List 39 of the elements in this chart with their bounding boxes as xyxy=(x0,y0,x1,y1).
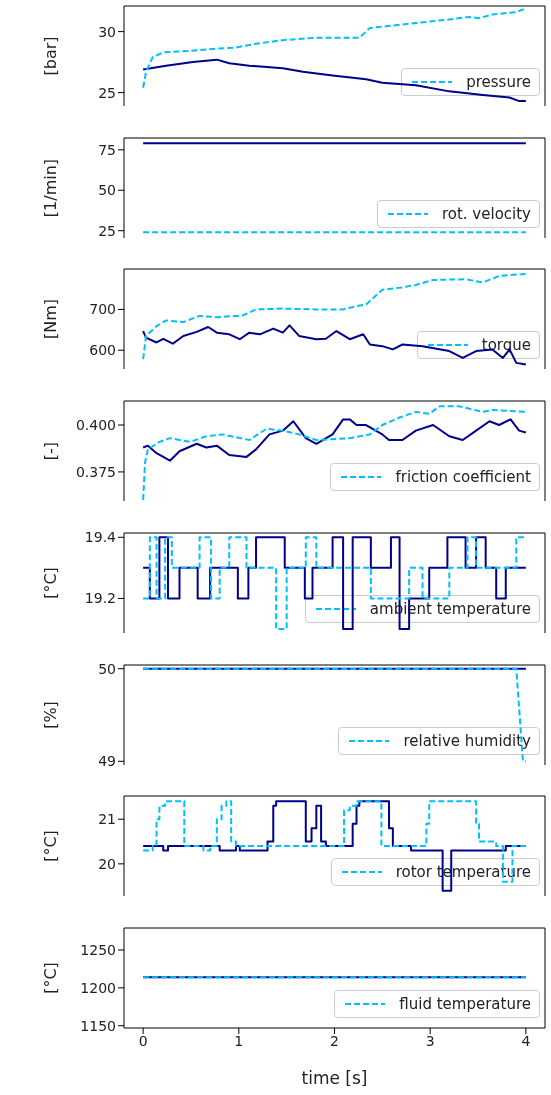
y-tick-label: 50 xyxy=(98,660,116,677)
line-series xyxy=(142,418,527,462)
y-tick-label: 19.2 xyxy=(84,590,116,607)
y-tick-label: 21 xyxy=(98,811,116,828)
y-axis-title: [%] xyxy=(40,700,60,729)
y-tick-label: 49 xyxy=(98,752,116,769)
y-tick-label: 25 xyxy=(98,222,116,239)
y-tick-label: 30 xyxy=(98,23,116,40)
y-tick-label: 25 xyxy=(98,84,116,101)
legend-label: friction coefficient xyxy=(395,468,531,487)
y-tick-label: 600 xyxy=(89,342,116,359)
y-tick-label: 75 xyxy=(98,141,116,158)
y-axis-title: [°C] xyxy=(40,830,60,863)
y-axis-title: [°C] xyxy=(40,962,60,994)
y-axis-title: [1/min] xyxy=(40,158,60,217)
legend-label: pressure xyxy=(466,73,531,91)
x-tick-label: 4 xyxy=(521,1032,531,1049)
y-tick-label: 1200 xyxy=(80,979,116,996)
y-tick-label: 700 xyxy=(89,301,116,318)
legend-label: relative humidity xyxy=(403,731,531,750)
y-tick-label: 1150 xyxy=(80,1017,116,1034)
x-axis-title: time [s] xyxy=(301,1067,368,1088)
y-tick-label: 19.4 xyxy=(84,529,117,546)
x-tick-label: 0 xyxy=(138,1032,148,1049)
y-axis-title: [bar] xyxy=(40,36,60,76)
legend-label: torque xyxy=(481,336,531,355)
legend-label: fluid temperature xyxy=(399,994,531,1013)
y-tick-label: 20 xyxy=(98,856,116,873)
y-axis-title: [°C] xyxy=(40,566,60,599)
y-tick-label: 0.375 xyxy=(75,463,116,480)
legend-label: rot. velocity xyxy=(441,204,531,223)
x-tick-label: 3 xyxy=(425,1032,435,1049)
y-tick-label: 1250 xyxy=(80,941,116,958)
x-tick-label: 2 xyxy=(330,1032,339,1049)
y-axis-title: [-] xyxy=(40,441,60,461)
y-tick-label: 50 xyxy=(98,181,116,198)
y-tick-label: 0.400 xyxy=(75,417,116,434)
y-axis-title: [Nm] xyxy=(40,299,60,340)
x-tick-label: 1 xyxy=(234,1032,244,1049)
